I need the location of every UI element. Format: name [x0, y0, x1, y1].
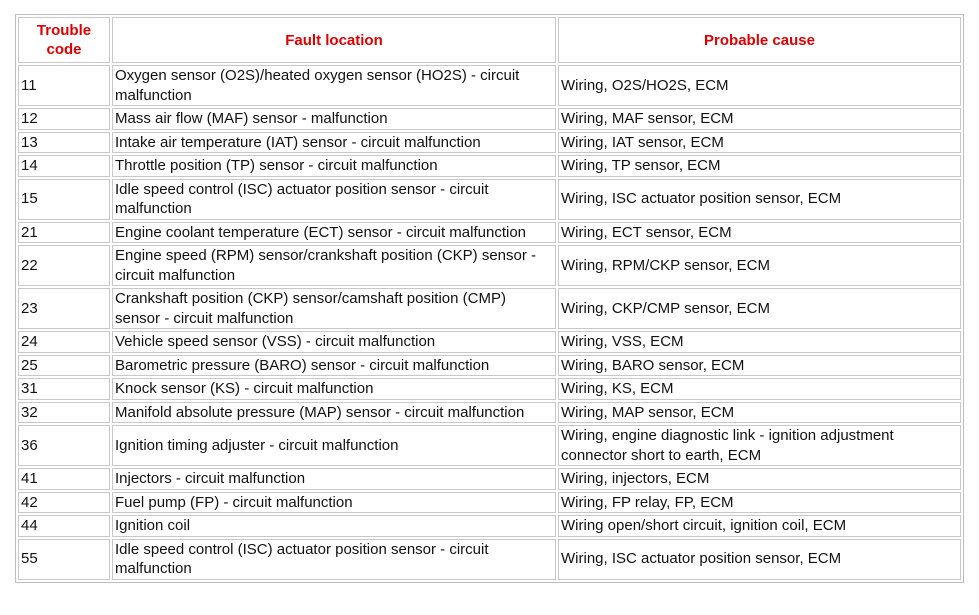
fault-location: Fuel pump (FP) - circuit malfunction	[112, 491, 556, 513]
probable-cause: Wiring, O2S/HO2S, ECM	[558, 65, 961, 106]
header-cell: Trouble code	[18, 17, 110, 63]
table-row: 24 Vehicle speed sensor (VSS) - circuit m…	[18, 331, 961, 353]
table-row: 22 Engine speed (RPM) sensor/crankshaft p…	[18, 245, 961, 286]
fault-location: Vehicle speed sensor (VSS) - circuit mal…	[112, 331, 556, 353]
probable-cause: Wiring open/short circuit, ignition coil…	[558, 515, 961, 537]
fault-location: Intake air temperature (IAT) sensor - ci…	[112, 131, 556, 153]
fault-location: Knock sensor (KS) - circuit malfunction	[112, 378, 556, 400]
header-row: Trouble code Fault location Probable cause	[18, 17, 961, 63]
fault-location: Manifold absolute pressure (MAP) sensor …	[112, 401, 556, 423]
probable-cause: Wiring, ISC actuator position sensor, EC…	[558, 178, 961, 220]
trouble-code: 25	[18, 354, 110, 376]
table-row: 31 Knock sensor (KS) - circuit malfunctio…	[18, 378, 961, 400]
probable-cause: Wiring, FP relay, FP, ECM	[558, 491, 961, 513]
table-row: 44 Ignition coil Wiring open/short circuit…	[18, 515, 961, 537]
fault-location: Throttle position (TP) sensor - circuit …	[112, 155, 556, 177]
fault-location: Injectors - circuit malfunction	[112, 468, 556, 490]
probable-cause: Wiring, MAP sensor, ECM	[558, 401, 961, 423]
header-cell: Probable cause	[558, 17, 961, 63]
trouble-code: 55	[18, 538, 110, 580]
table-row: 55 Idle speed control (ISC) actuator posi…	[18, 538, 961, 580]
table-row: 14 Throttle position (TP) sensor - circui…	[18, 155, 961, 177]
trouble-code: 32	[18, 401, 110, 423]
table-row: 32 Manifold absolute pressure (MAP) senso…	[18, 401, 961, 423]
trouble-code: 14	[18, 155, 110, 177]
fault-location: Mass air flow (MAF) sensor - malfunction	[112, 108, 556, 130]
table-row: 15 Idle speed control (ISC) actuator posi…	[18, 178, 961, 220]
probable-cause: Wiring, BARO sensor, ECM	[558, 354, 961, 376]
table-wrap: Trouble code Fault location Probable cause…	[15, 14, 964, 583]
fault-location: Barometric pressure (BARO) sensor - circ…	[112, 354, 556, 376]
trouble-code: 13	[18, 131, 110, 153]
table-row: 25 Barometric pressure (BARO) sensor - ci…	[18, 354, 961, 376]
probable-cause: Wiring, RPM/CKP sensor, ECM	[558, 245, 961, 286]
trouble-code: 12	[18, 108, 110, 130]
trouble-code: 22	[18, 245, 110, 286]
trouble-code: 42	[18, 491, 110, 513]
fault-location: Idle speed control (ISC) actuator positi…	[112, 538, 556, 580]
trouble-code: 24	[18, 331, 110, 353]
probable-cause: Wiring, VSS, ECM	[558, 331, 961, 353]
trouble-code: 15	[18, 178, 110, 220]
table-row: 36 Ignition timing adjuster - circuit mal…	[18, 425, 961, 466]
table-row: 23 Crankshaft position (CKP) sensor/camsh…	[18, 288, 961, 329]
table-row: 41 Injectors - circuit malfunction Wiring,…	[18, 468, 961, 490]
probable-cause: Wiring, TP sensor, ECM	[558, 155, 961, 177]
fault-location: Ignition coil	[112, 515, 556, 537]
probable-cause: Wiring, engine diagnostic link - ignitio…	[558, 425, 961, 466]
header-cell: Fault location	[112, 17, 556, 63]
table-row: 42 Fuel pump (FP) - circuit malfunction Wi…	[18, 491, 961, 513]
trouble-code: 41	[18, 468, 110, 490]
probable-cause: Wiring, MAF sensor, ECM	[558, 108, 961, 130]
probable-cause: Wiring, injectors, ECM	[558, 468, 961, 490]
fault-location: Engine coolant temperature (ECT) sensor …	[112, 221, 556, 243]
probable-cause: Wiring, KS, ECM	[558, 378, 961, 400]
fault-location: Ignition timing adjuster - circuit malfu…	[112, 425, 556, 466]
trouble-code: 11	[18, 65, 110, 106]
table-row: 12 Mass air flow (MAF) sensor - malfuncti…	[18, 108, 961, 130]
table-row: 13 Intake air temperature (IAT) sensor - …	[18, 131, 961, 153]
probable-cause: Wiring, ECT sensor, ECM	[558, 221, 961, 243]
trouble-code: 31	[18, 378, 110, 400]
trouble-code: 44	[18, 515, 110, 537]
probable-cause: Wiring, CKP/CMP sensor, ECM	[558, 288, 961, 329]
trouble-code: 23	[18, 288, 110, 329]
probable-cause: Wiring, ISC actuator position sensor, EC…	[558, 538, 961, 580]
table-row: 11 Oxygen sensor (O2S)/heated oxygen sens…	[18, 65, 961, 106]
trouble-code: 36	[18, 425, 110, 466]
fault-location: Engine speed (RPM) sensor/crankshaft pos…	[112, 245, 556, 286]
probable-cause: Wiring, IAT sensor, ECM	[558, 131, 961, 153]
fault-location: Crankshaft position (CKP) sensor/camshaf…	[112, 288, 556, 329]
trouble-code: 21	[18, 221, 110, 243]
fault-location: Oxygen sensor (O2S)/heated oxygen sensor…	[112, 65, 556, 106]
trouble-code-table: Trouble code Fault location Probable cause…	[15, 14, 964, 583]
fault-location: Idle speed control (ISC) actuator positi…	[112, 178, 556, 220]
table-row: 21 Engine coolant temperature (ECT) senso…	[18, 221, 961, 243]
